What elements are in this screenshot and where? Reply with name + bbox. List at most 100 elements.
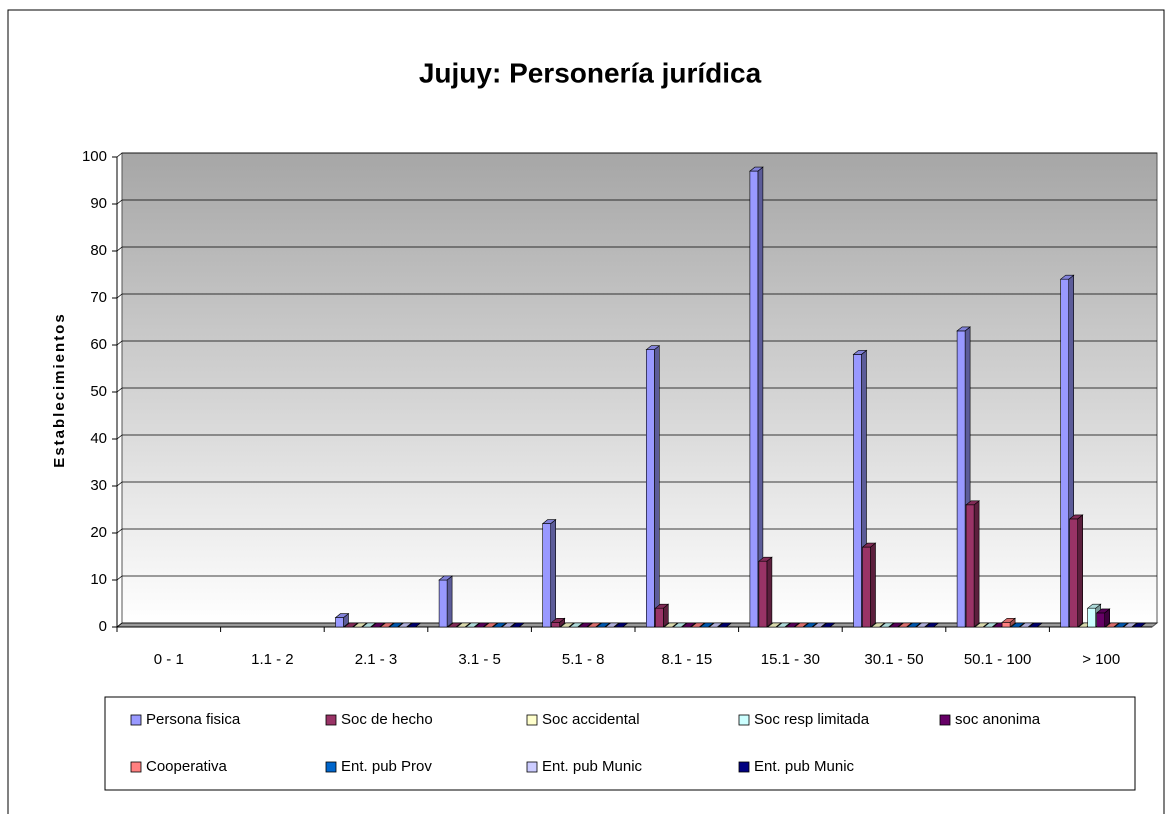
bar [897, 622, 913, 628]
bar-top [956, 326, 971, 332]
bar-top [681, 622, 697, 628]
bar-top [438, 575, 453, 581]
bar-front [551, 621, 561, 628]
bar-side [766, 556, 773, 628]
x-tick-label: 5.1 - 8 [562, 651, 605, 668]
bar-front [956, 330, 966, 628]
bar-top [343, 622, 359, 628]
bar-top [785, 622, 800, 628]
grid-line [116, 481, 123, 487]
bar-top [888, 622, 904, 628]
bar [965, 500, 980, 628]
x-tick-label: 0 - 1 [154, 651, 184, 668]
bar [915, 622, 931, 628]
bar-top [510, 622, 525, 628]
y-tick-label: 100 [82, 148, 107, 165]
bar-top [1019, 622, 1034, 628]
bar [604, 622, 620, 628]
bar-front [335, 617, 344, 628]
bar-top [474, 622, 489, 628]
bar [586, 622, 602, 628]
bar [1113, 622, 1129, 628]
grid-line [116, 575, 123, 581]
bar [785, 622, 800, 628]
bar [1019, 622, 1034, 628]
x-tick-label: 8.1 - 15 [661, 651, 712, 668]
legend-label: soc anonima [955, 711, 1041, 728]
bar-top [577, 622, 593, 628]
bar-top [1010, 622, 1025, 628]
bar-top [1068, 514, 1084, 520]
bar [803, 622, 818, 628]
bar-top [483, 622, 498, 628]
y-tick-label: 30 [90, 477, 107, 494]
bar [888, 622, 904, 628]
grid-line [116, 622, 123, 628]
bar [465, 622, 480, 628]
bar [1001, 617, 1016, 628]
bar [447, 622, 462, 628]
bar-front [645, 349, 655, 628]
bar-top [924, 622, 940, 628]
bar-top [1059, 274, 1075, 280]
bar-side [973, 500, 980, 628]
legend-swatch [526, 714, 538, 726]
bar [438, 575, 453, 628]
y-tick-label: 40 [90, 430, 107, 447]
bar-top [586, 622, 602, 628]
x-tick-label: > 100 [1082, 651, 1120, 668]
grid-line [116, 528, 123, 534]
x-tick-label: 2.1 - 3 [355, 651, 398, 668]
bar [595, 622, 611, 628]
bar-side [1077, 514, 1083, 628]
bar-front [542, 523, 552, 628]
bar [645, 345, 661, 628]
bar [749, 166, 764, 628]
legend-label: Ent. pub Prov [341, 758, 432, 775]
bar [370, 622, 386, 628]
bar [541, 518, 557, 628]
bar-top [870, 622, 886, 628]
bar-top [1028, 622, 1043, 628]
bar [613, 622, 629, 628]
bar-top [654, 603, 670, 609]
bar [1104, 622, 1120, 628]
legend-label: Ent. pub Munic [542, 758, 643, 775]
bar-top [645, 345, 661, 351]
y-tick-label: 20 [90, 524, 107, 541]
bar-top [613, 622, 629, 628]
y-tick-label: 90 [90, 195, 107, 212]
bar-top [568, 622, 584, 628]
bar-top [965, 500, 980, 506]
bar-top [595, 622, 611, 628]
bar-top [1122, 622, 1138, 628]
bar-front [965, 504, 975, 628]
legend-swatch [130, 761, 142, 773]
grid-line [116, 434, 123, 440]
legend-swatch [325, 761, 337, 773]
bar-top [397, 622, 413, 628]
bar [924, 622, 940, 628]
bar [861, 542, 877, 628]
legend-label: Soc resp limitada [754, 711, 870, 728]
bar-top [447, 622, 462, 628]
chart-title: Jujuy: Personería jurídica [419, 57, 762, 88]
y-axis-label: Establecimientos [51, 312, 68, 467]
bar-top [812, 622, 827, 628]
bar-front [1060, 278, 1069, 628]
bar-top [541, 519, 557, 524]
bar-side [653, 345, 660, 628]
bar-top [821, 622, 836, 628]
bar-top [906, 622, 922, 628]
bar [492, 622, 507, 628]
legend-swatch [526, 761, 538, 773]
bar-side [446, 575, 453, 628]
legend-swatch [130, 714, 142, 726]
grid-line [116, 199, 123, 205]
bar-top [559, 622, 575, 628]
grid-line [116, 246, 123, 252]
bar-top [1086, 603, 1102, 609]
grid-line [116, 152, 123, 158]
bar [568, 622, 584, 628]
